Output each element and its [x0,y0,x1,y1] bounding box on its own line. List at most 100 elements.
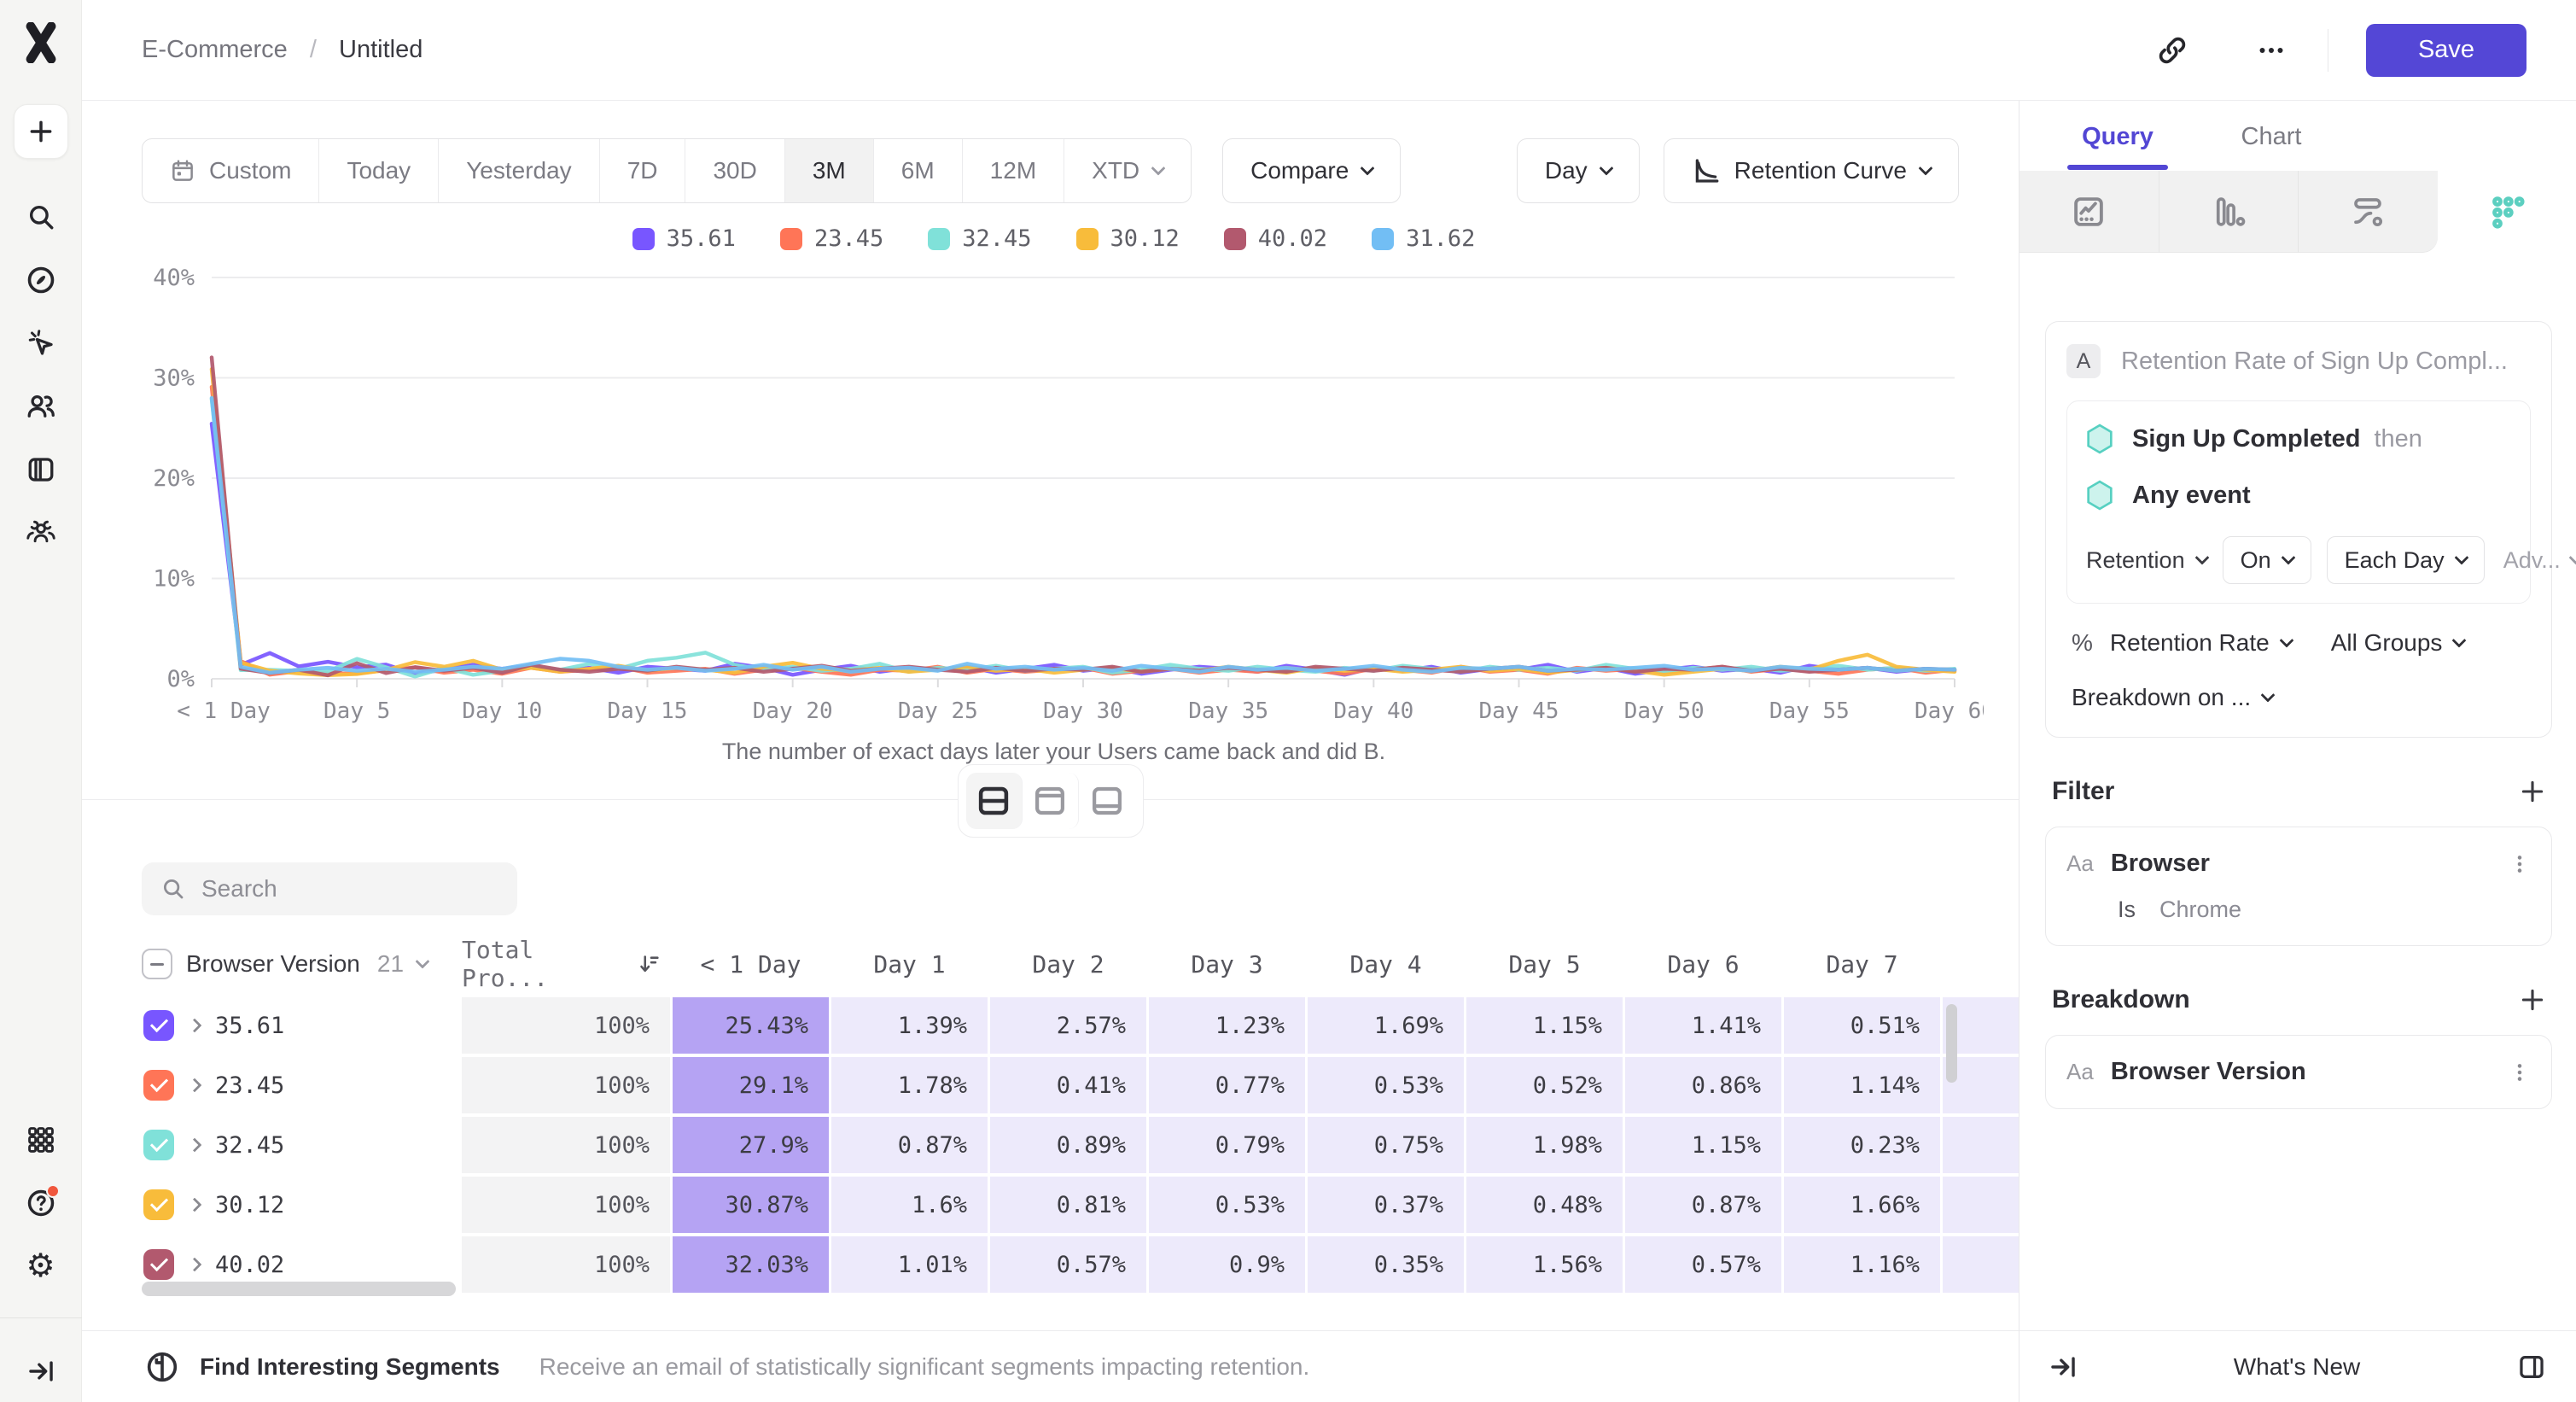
report-flows-icon[interactable] [2299,171,2438,253]
report-retention-icon[interactable] [2437,171,2576,253]
more-options-icon[interactable] [2253,32,2290,69]
retention-cell[interactable]: 1.01% [831,1236,988,1293]
breakdown-card[interactable]: Aa Browser Version [2045,1035,2552,1109]
layout-chart-focus-button[interactable] [1023,773,1079,829]
range-yesterday[interactable]: Yesterday [438,139,599,202]
retention-cell[interactable]: 0.35% [1308,1236,1464,1293]
legend-item[interactable]: 32.45 [928,225,1032,252]
retention-cell[interactable]: 0.81% [990,1177,1146,1233]
chevron-right-icon[interactable] [187,1018,202,1033]
range-xtd[interactable]: XTD [1064,139,1191,202]
row-checkbox[interactable] [143,1189,174,1220]
retention-on-dropdown[interactable]: On [2222,536,2311,584]
group-column-header[interactable]: Browser Version [186,950,360,977]
save-button[interactable]: Save [2366,23,2526,77]
retention-cell[interactable]: 0.53% [1149,1177,1305,1233]
range-12m[interactable]: 12M [961,139,1064,202]
day-column-header[interactable]: Day 2 [1032,949,1104,978]
apps-grid-icon[interactable] [26,1125,56,1155]
retention-cell[interactable]: 0.87% [831,1117,988,1173]
events-cursor-icon[interactable] [26,328,56,359]
retention-cell[interactable]: 0.48% [1466,1177,1623,1233]
day-column-header[interactable]: Day 1 [873,949,946,978]
retention-cell-clipped[interactable]: 1.2% [1943,1177,2019,1233]
retention-cell[interactable]: 0.77% [1149,1057,1305,1113]
retention-window-dropdown[interactable]: Each Day [2326,536,2485,584]
total-column-header[interactable]: Total Pro... [462,931,670,997]
retention-cell[interactable]: 0.23% [1784,1117,1940,1173]
side-panel-icon[interactable] [2516,1352,2547,1382]
day-column-header[interactable]: < 1 Day [700,949,801,978]
add-filter-icon[interactable] [2518,777,2547,806]
retention-chart[interactable]: 0% 10% 20% 30% 40% < 1 Day Day 5 Day 10 Day 15 Da… [123,255,1984,739]
retention-cell[interactable]: 1.66% [1784,1177,1940,1233]
legend-item[interactable]: 35.61 [632,225,736,252]
range-30d[interactable]: 30D [685,139,784,202]
retention-cell[interactable]: 1.39% [831,997,988,1054]
groups-dropdown[interactable]: All Groups [2331,629,2467,657]
advanced-dropdown[interactable]: Adv... [2503,547,2576,574]
legend-item[interactable]: 30.12 [1075,225,1180,252]
retention-cell[interactable]: 30.87% [673,1177,829,1233]
retention-cell[interactable]: 0.75% [1308,1117,1464,1173]
horizontal-scrollbar[interactable] [142,1282,456,1296]
vertical-scrollbar[interactable] [1946,1004,1957,1083]
compare-button[interactable]: Compare [1222,138,1402,203]
retention-cell[interactable]: 0.57% [1625,1236,1781,1293]
filter-card[interactable]: Aa Browser Is Chrome [2045,827,2552,946]
add-breakdown-icon[interactable] [2518,985,2547,1014]
retention-cell[interactable]: 32.03% [673,1236,829,1293]
retention-cell[interactable]: 1.15% [1466,997,1623,1054]
retention-cell[interactable]: 27.9% [673,1117,829,1173]
retention-cell[interactable]: 1.78% [831,1057,988,1113]
retention-cell[interactable]: 1.16% [1784,1236,1940,1293]
chevron-right-icon[interactable] [187,1197,202,1212]
retention-cell-clipped[interactable]: 1.1% [1943,1117,2019,1173]
select-all-checkbox[interactable] [142,949,172,979]
whats-new-link[interactable]: What's New [2233,1352,2361,1380]
day-column-header[interactable]: Day 5 [1508,949,1581,978]
retention-cell[interactable]: 25.43% [673,997,829,1054]
retention-cell[interactable]: 1.41% [1625,997,1781,1054]
filter-operator[interactable]: Is [2118,897,2136,922]
legend-item[interactable]: 40.02 [1223,225,1327,252]
breakdown-kebab-icon[interactable] [2509,1060,2531,1085]
row-checkbox[interactable] [143,1070,174,1101]
retention-cell-clipped[interactable]: 0.3% [1943,1236,2019,1293]
table-search[interactable] [142,862,517,915]
retention-cell[interactable]: 0.87% [1625,1177,1781,1233]
retention-cell[interactable]: 0.51% [1784,997,1940,1054]
granularity-button[interactable]: Day [1516,138,1640,203]
create-new-button[interactable] [13,104,68,159]
measure-dropdown[interactable]: Retention Rate [2110,629,2294,657]
settings-gear-icon[interactable]: ⚙ [26,1248,55,1284]
report-funnels-icon[interactable] [2159,171,2299,253]
step-born-event[interactable]: Sign Up Completed then [2086,424,2511,454]
report-insights-icon[interactable] [2019,171,2159,253]
find-segments-link[interactable]: Find Interesting Segments [200,1352,500,1380]
row-checkbox[interactable] [143,1130,174,1160]
retention-cell[interactable]: 1.6% [831,1177,988,1233]
layout-table-focus-button[interactable] [1079,773,1135,829]
retention-cell[interactable]: 1.23% [1149,997,1305,1054]
retention-cell[interactable]: 0.86% [1625,1057,1781,1113]
retention-cell[interactable]: 1.69% [1308,997,1464,1054]
collapse-panel-icon[interactable] [2049,1352,2078,1382]
retention-cell[interactable]: 0.9% [1149,1236,1305,1293]
retention-type-dropdown[interactable]: Retention [2086,547,2210,574]
breakdown-on-dropdown[interactable]: Breakdown on ... [2072,684,2276,711]
tab-chart[interactable]: Chart [2241,123,2302,150]
range-3m[interactable]: 3M [784,139,873,202]
breadcrumb-project[interactable]: E-Commerce [142,36,288,63]
retention-cell[interactable]: 1.98% [1466,1117,1623,1173]
retention-cell[interactable]: 0.89% [990,1117,1146,1173]
legend-item[interactable]: 31.62 [1372,225,1475,252]
legend-item[interactable]: 23.45 [779,225,883,252]
retention-cell[interactable]: 1.14% [1784,1057,1940,1113]
range-6m[interactable]: 6M [872,139,962,202]
retention-cell[interactable]: 0.57% [990,1236,1146,1293]
chevron-right-icon[interactable] [187,1078,202,1093]
retention-cell[interactable]: 0.52% [1466,1057,1623,1113]
retention-cell[interactable]: 1.15% [1625,1117,1781,1173]
layout-split-even-button[interactable] [965,773,1023,829]
